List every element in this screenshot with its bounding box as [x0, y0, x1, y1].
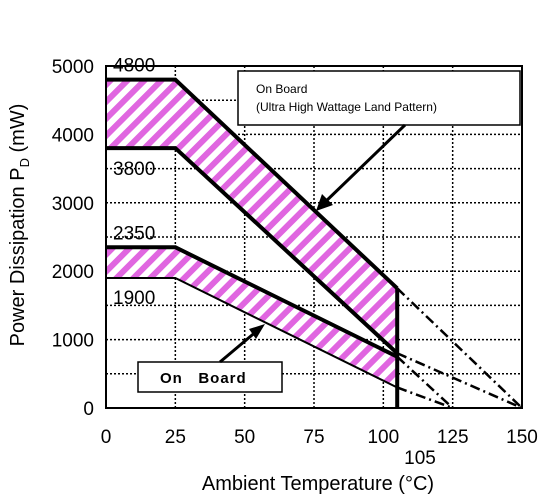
series-line-1	[106, 77, 399, 290]
x-tick-labels: 0 25 50 75 100 125 150	[101, 427, 538, 448]
y-tick-label: 3000	[52, 194, 94, 215]
upper-annotation-line2: (Ultra High Wattage Land Pattern)	[256, 100, 437, 114]
lower-annotation-arrow	[219, 328, 259, 364]
upper-annotation-line1: On Board	[256, 82, 307, 96]
extrapolation-line-2	[396, 352, 523, 410]
value-label-2350: 2350	[113, 223, 155, 244]
y-axis-title-unit: (mW)	[7, 104, 29, 158]
y-tick-label: 0	[83, 399, 94, 420]
x-tick-label: 75	[303, 427, 324, 448]
y-axis-title-subscript: D	[17, 158, 32, 167]
upper-annotation-arrow	[320, 123, 407, 207]
hatched-band	[106, 247, 398, 388]
extrapolation-line-3	[396, 355, 454, 409]
x-tick-label: 50	[234, 427, 255, 448]
y-axis-title: Power Dissipation PD (mW)	[7, 104, 32, 347]
value-label-4800: 4800	[113, 56, 155, 77]
lower-annotation: On Board	[137, 324, 283, 393]
x-axis-title: Ambient Temperature (°C)	[202, 473, 434, 495]
series-line-4	[106, 277, 398, 389]
series-line-3	[106, 245, 399, 359]
x-tick-label: 125	[437, 427, 469, 448]
x-tick-label: 25	[165, 427, 186, 448]
extrapolation-line-1	[396, 287, 523, 409]
y-axis-title-main: Power Dissipation P	[7, 167, 29, 346]
y-tick-label: 5000	[52, 57, 94, 78]
x-extra-label-105: 105	[404, 448, 436, 469]
upper-annotation-arrowhead	[316, 194, 333, 211]
plot-frame	[105, 65, 523, 409]
value-labels: 4800 3800 2350 1900	[113, 56, 155, 309]
y-tick-labels: 0 1000 2000 3000 4000 5000	[52, 57, 94, 420]
extrapolation-lines	[396, 287, 523, 410]
lower-annotation-label: On Board	[160, 370, 247, 387]
series-line-2	[106, 146, 399, 355]
y-tick-label: 4000	[52, 125, 94, 146]
x-tick-label: 100	[367, 427, 399, 448]
extrapolation-line-4	[396, 386, 454, 410]
value-label-3800: 3800	[113, 159, 155, 180]
y-tick-label: 1000	[52, 331, 94, 352]
upper-annotation: On Board (Ultra High Wattage Land Patter…	[237, 70, 521, 211]
x-tick-label: 150	[506, 427, 538, 448]
x-tick-label: 0	[101, 427, 112, 448]
series-lines	[106, 77, 400, 408]
y-tick-label: 2000	[52, 262, 94, 283]
lower-annotation-arrowhead	[249, 324, 265, 339]
value-label-1900: 1900	[113, 288, 155, 309]
